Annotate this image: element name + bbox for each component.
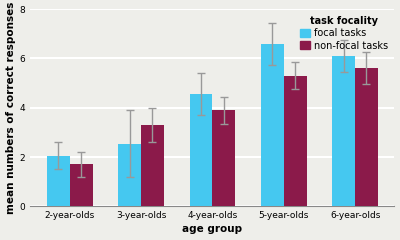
Bar <box>284 76 306 206</box>
Bar <box>261 44 284 206</box>
Bar <box>118 144 141 206</box>
Bar <box>190 94 212 206</box>
Legend: focal tasks, non-focal tasks: focal tasks, non-focal tasks <box>298 14 390 53</box>
Y-axis label: mean numbers of correct responses: mean numbers of correct responses <box>6 1 16 214</box>
X-axis label: age group: age group <box>182 224 242 234</box>
Bar <box>212 110 235 206</box>
Bar <box>47 156 70 206</box>
Bar <box>70 164 92 206</box>
Bar <box>355 68 378 206</box>
Bar <box>141 125 164 206</box>
Bar <box>332 56 355 206</box>
